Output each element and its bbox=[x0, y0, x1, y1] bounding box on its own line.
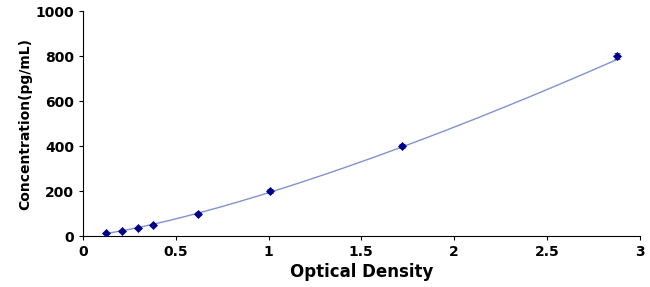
Y-axis label: Concentration(pg/mL): Concentration(pg/mL) bbox=[19, 38, 32, 210]
X-axis label: Optical Density: Optical Density bbox=[290, 263, 433, 282]
